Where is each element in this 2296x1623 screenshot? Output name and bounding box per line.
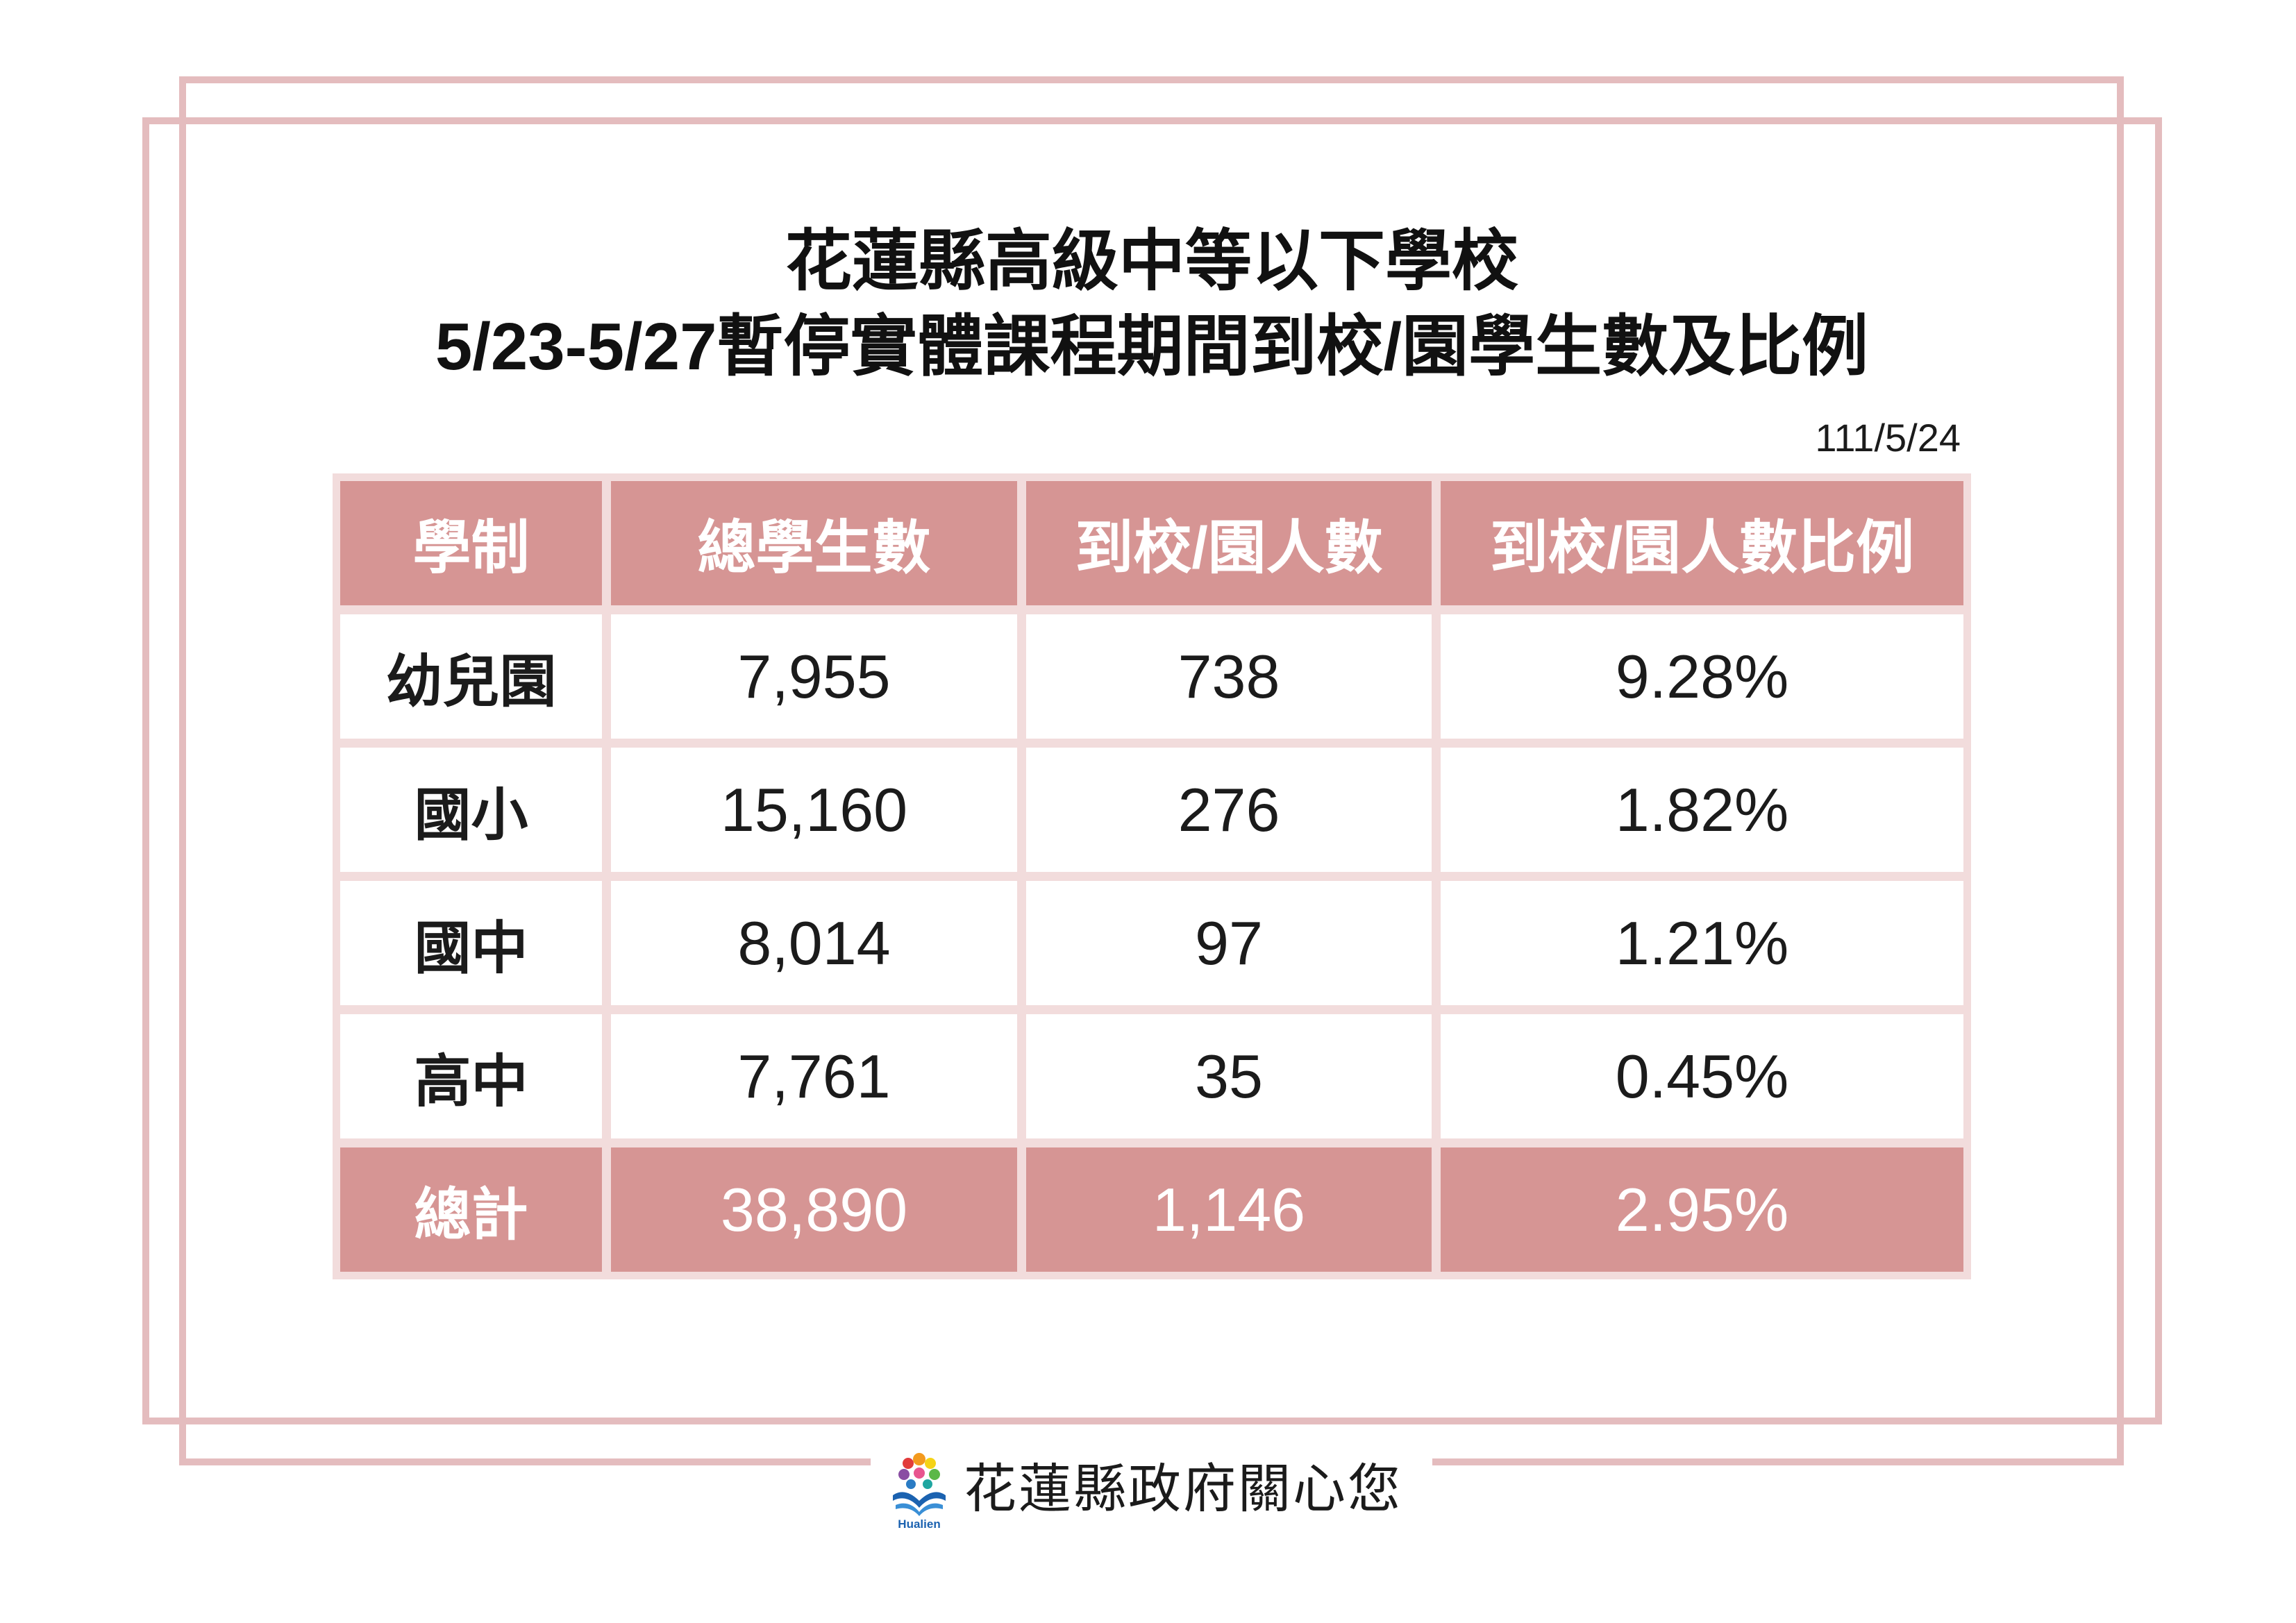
- cell-level: 國中: [340, 881, 602, 1005]
- cell-ratio: 0.45%: [1441, 1014, 1963, 1138]
- cell-total-students: 15,160: [611, 748, 1017, 872]
- hualien-logo-icon: Hualien: [887, 1445, 951, 1531]
- cell-level: 國小: [340, 748, 602, 872]
- total-cell-total-students: 38,890: [611, 1147, 1017, 1272]
- page-subtitle: 5/23-5/27暫停實體課程期間到校/園學生數及比例: [435, 310, 1869, 384]
- cell-ratio: 9.28%: [1441, 614, 1963, 739]
- report-date: 111/5/24: [1815, 416, 1961, 460]
- cell-attending: 738: [1026, 614, 1432, 739]
- logo-text: Hualien: [898, 1517, 940, 1530]
- cell-total-students: 7,955: [611, 614, 1017, 739]
- footer-slogan: 花蓮縣政府關心您: [964, 1460, 1402, 1519]
- cell-level: 高中: [340, 1014, 602, 1138]
- attendance-table: 學制 總學生數 到校/園人數 到校/園人數比例 幼兒園 7,955 738 9.…: [333, 473, 1971, 1279]
- total-cell-level: 總計: [340, 1147, 602, 1272]
- cell-total-students: 7,761: [611, 1014, 1017, 1138]
- inner-decorative-frame: [142, 117, 2162, 1424]
- cell-total-students: 8,014: [611, 881, 1017, 1005]
- cell-attending: 97: [1026, 881, 1432, 1005]
- header-cell-attending: 到校/園人數: [1026, 481, 1432, 605]
- header-cell-total-students: 總學生數: [611, 481, 1017, 605]
- cell-ratio: 1.82%: [1441, 748, 1963, 872]
- total-cell-ratio: 2.95%: [1441, 1147, 1963, 1272]
- cell-attending: 276: [1026, 748, 1432, 872]
- cell-ratio: 1.21%: [1441, 881, 1963, 1005]
- header-cell-level: 學制: [340, 481, 602, 605]
- cell-level: 幼兒園: [340, 614, 602, 739]
- page-title: 花蓮縣高級中等以下學校: [785, 224, 1518, 298]
- cell-attending: 35: [1026, 1014, 1432, 1138]
- total-cell-attending: 1,146: [1026, 1147, 1432, 1272]
- header-cell-ratio: 到校/園人數比例: [1441, 481, 1963, 605]
- frame-footer-gap: [871, 1449, 1432, 1472]
